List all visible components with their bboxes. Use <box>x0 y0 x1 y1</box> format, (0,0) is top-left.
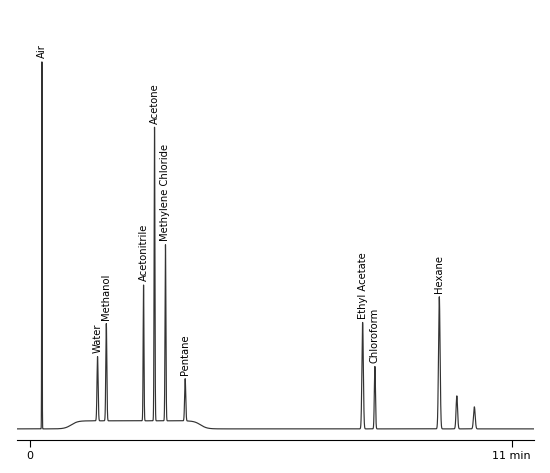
Text: Water: Water <box>92 324 102 353</box>
Text: Acetone: Acetone <box>150 83 160 123</box>
Text: Pentane: Pentane <box>180 334 190 375</box>
Text: Ethyl Acetate: Ethyl Acetate <box>358 252 367 319</box>
Text: Chloroform: Chloroform <box>370 307 380 363</box>
Text: Methylene Chloride: Methylene Chloride <box>161 144 170 241</box>
Text: Hexane: Hexane <box>434 255 444 293</box>
Text: Air: Air <box>37 44 47 58</box>
Text: Methanol: Methanol <box>101 273 111 320</box>
Text: Acetonitrile: Acetonitrile <box>139 224 148 281</box>
